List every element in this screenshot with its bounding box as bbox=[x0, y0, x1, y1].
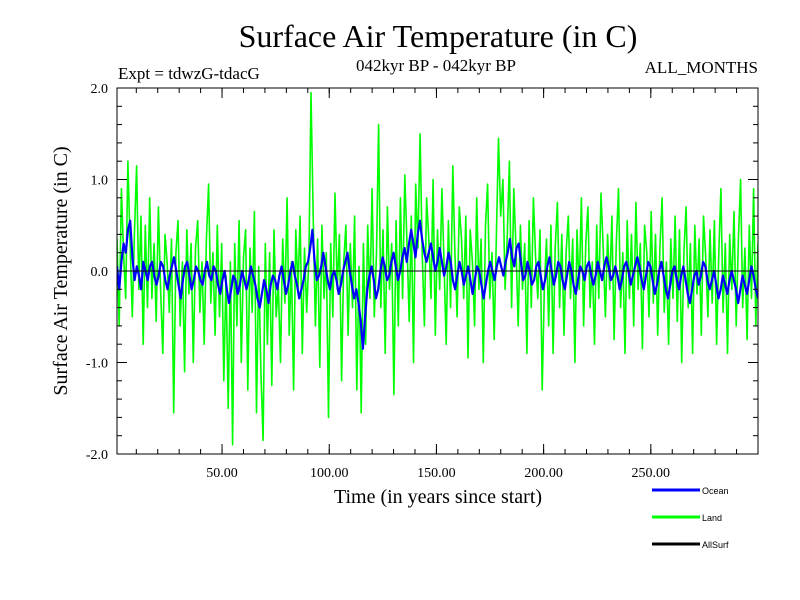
x-axis-label: Time (in years since start) bbox=[334, 486, 542, 508]
y-tick-label: 2.0 bbox=[91, 82, 109, 97]
x-tick-label: 200.00 bbox=[524, 466, 563, 481]
legend-label-land: Land bbox=[702, 513, 722, 523]
x-tick-label: 100.00 bbox=[310, 466, 349, 481]
legend-label-allsurf: AllSurf bbox=[702, 540, 729, 550]
chart-subtitle-right: ALL_MONTHS bbox=[645, 58, 758, 77]
x-tick-label: 50.00 bbox=[206, 466, 238, 481]
x-tick-label: 250.00 bbox=[632, 466, 671, 481]
legend: Ocean Land AllSurf bbox=[652, 486, 729, 550]
x-tick-label: 150.00 bbox=[417, 466, 456, 481]
y-tick-label: 0.0 bbox=[91, 265, 109, 280]
y-tick-label: -1.0 bbox=[86, 357, 108, 372]
series-line-land bbox=[117, 91, 758, 446]
y-tick-label: 1.0 bbox=[91, 174, 109, 189]
y-axis-label: Surface Air Temperature (in C) bbox=[50, 146, 72, 395]
chart-subtitle-center: 042kyr BP - 042kyr BP bbox=[356, 56, 516, 75]
tick-layer: -2.0 -1.0 0.0 1.0 2.0 50.00 100.00 150.00 200.00… bbox=[86, 82, 758, 481]
legend-label-ocean: Ocean bbox=[702, 486, 729, 496]
y-tick-label: -2.0 bbox=[86, 448, 108, 463]
chart-title: Surface Air Temperature (in C) bbox=[239, 18, 638, 54]
chart-subtitle-left: Expt = tdwzG-tdacG bbox=[118, 64, 260, 83]
